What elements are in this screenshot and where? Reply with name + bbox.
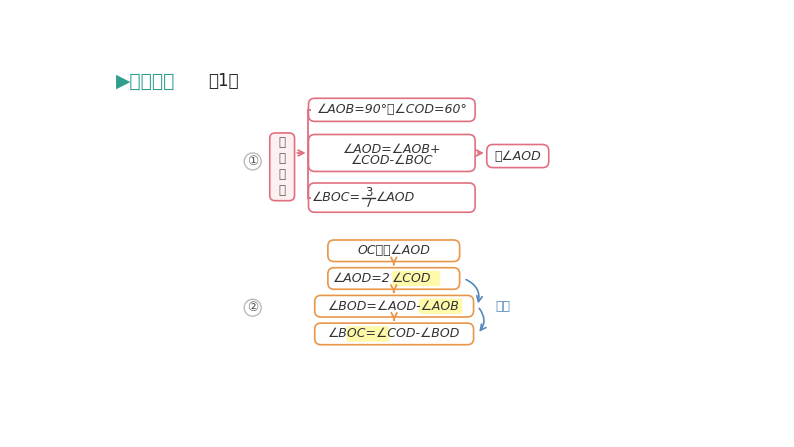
Text: ∠BOC=∠COD-∠BOD: ∠BOC=∠COD-∠BOD [328, 327, 461, 341]
FancyBboxPatch shape [314, 295, 473, 317]
Text: ∠AOD=2: ∠AOD=2 [333, 272, 391, 285]
FancyBboxPatch shape [392, 271, 440, 286]
FancyBboxPatch shape [419, 299, 462, 314]
FancyBboxPatch shape [487, 144, 549, 168]
Text: ∠BOD=∠AOD-∠AOB: ∠BOD=∠AOD-∠AOB [328, 299, 460, 313]
Text: 图: 图 [279, 168, 286, 181]
Text: ∠AOD: ∠AOD [376, 191, 415, 204]
Text: ②: ② [247, 301, 258, 314]
Text: 3: 3 [365, 186, 372, 199]
Circle shape [245, 153, 261, 170]
FancyBboxPatch shape [270, 133, 295, 201]
Text: ①: ① [247, 155, 258, 168]
FancyBboxPatch shape [309, 98, 475, 122]
Text: （1）: （1） [208, 72, 238, 90]
Circle shape [245, 299, 261, 316]
Text: ∠AOB=90°，∠COD=60°: ∠AOB=90°，∠COD=60° [317, 103, 467, 116]
FancyBboxPatch shape [346, 326, 390, 342]
Text: ▶思路分析: ▶思路分析 [116, 72, 175, 91]
FancyBboxPatch shape [328, 268, 460, 289]
FancyBboxPatch shape [328, 240, 460, 261]
FancyBboxPatch shape [309, 183, 475, 212]
Text: ∠COD: ∠COD [392, 272, 432, 285]
FancyBboxPatch shape [314, 323, 473, 345]
Text: ∠AOD=∠AOB+: ∠AOD=∠AOB+ [342, 143, 441, 156]
Text: 察: 察 [279, 152, 286, 165]
Text: 形: 形 [279, 184, 286, 197]
Text: ∠COD-∠BOC: ∠COD-∠BOC [351, 154, 433, 167]
Text: ∠BOC=: ∠BOC= [312, 191, 360, 204]
Text: 已知: 已知 [495, 299, 511, 313]
FancyBboxPatch shape [309, 135, 475, 172]
Text: 求∠AOD: 求∠AOD [495, 150, 542, 163]
Text: 7: 7 [364, 197, 372, 210]
Text: 观: 观 [279, 136, 286, 149]
Text: OC平分∠AOD: OC平分∠AOD [357, 244, 430, 257]
